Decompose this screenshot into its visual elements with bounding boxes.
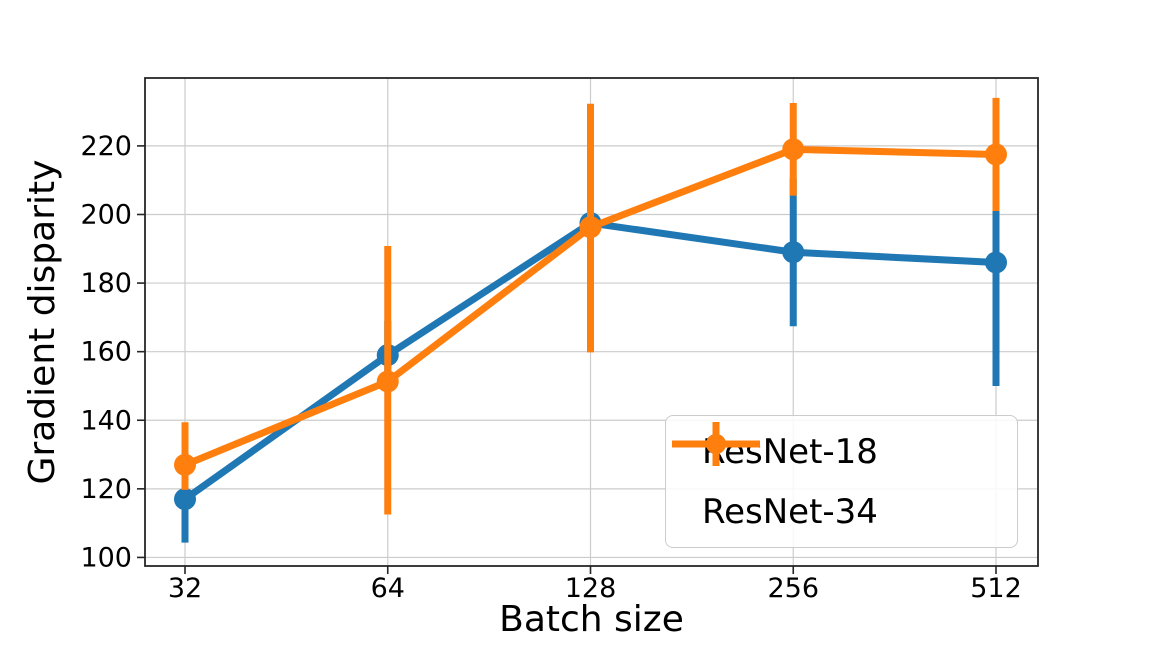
y-tick-label: 160 [80,337,132,368]
x-tick-label: 64 [371,573,405,604]
x-tick-label: 256 [767,573,819,604]
x-tick-label: 128 [565,573,617,604]
y-tick-label: 120 [80,474,132,505]
data-point-marker [174,488,196,511]
y-tick-label: 180 [80,268,132,299]
legend: ResNet-18 ResNet-34 [665,415,1018,548]
y-tick-label: 140 [80,405,132,436]
x-tick-label: 32 [168,573,202,604]
legend-label: ResNet-34 [702,491,878,532]
data-point-marker [985,251,1007,274]
x-axis-label: Batch size [499,599,684,640]
x-tick-label: 512 [970,573,1022,604]
data-point-marker [782,138,805,161]
legend-label: ResNet-18 [702,431,878,472]
data-point-marker [174,453,196,476]
data-point-marker [376,370,399,393]
y-tick-label: 220 [80,131,132,162]
y-axis-label: Gradient disparity [22,159,63,485]
data-point-marker [579,216,602,239]
y-tick-label: 100 [80,542,132,573]
y-tick-label: 200 [80,199,132,230]
plot-border [144,77,1039,567]
legend-item-resnet-34: ResNet-34 [672,422,1009,541]
data-point-marker [782,241,805,264]
data-point-marker [985,143,1007,166]
errorbar-handle-icon [672,422,760,466]
